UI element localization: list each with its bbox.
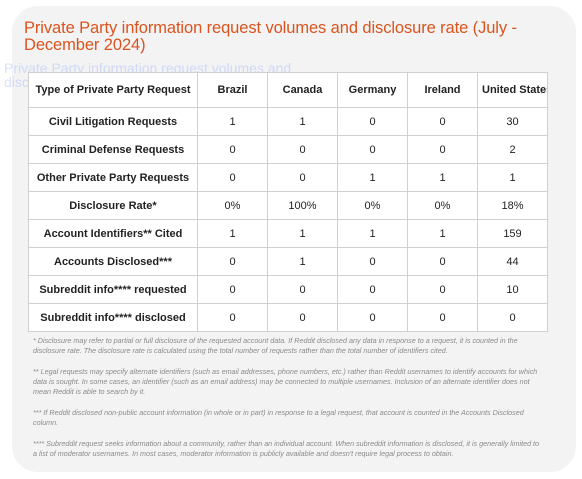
table-cell: 1 bbox=[267, 247, 338, 276]
table-cell: 0 bbox=[267, 163, 338, 192]
table-cell: 0 bbox=[337, 107, 408, 136]
table-cell: 1 bbox=[407, 219, 478, 248]
table-cell: 159 bbox=[477, 219, 548, 248]
table-cell: 1 bbox=[337, 219, 408, 248]
footnote-subreddit: **** Subreddit request seeks information… bbox=[33, 439, 540, 458]
page-title: Private Party information request volume… bbox=[24, 19, 517, 54]
table-cell: 0 bbox=[477, 303, 548, 332]
table-row: Accounts Disclosed*** 0 1 0 0 44 bbox=[28, 247, 548, 276]
table-cell: 0 bbox=[407, 135, 478, 164]
table-cell: 0% bbox=[337, 191, 408, 220]
row-label: Civil Litigation Requests bbox=[28, 107, 198, 136]
column-header-request-type: Type of Private Party Request bbox=[28, 72, 198, 108]
row-label: Disclosure Rate* bbox=[28, 191, 198, 220]
row-label: Account Identifiers** Cited bbox=[28, 219, 198, 248]
table-cell: 0 bbox=[337, 275, 408, 304]
column-header-germany: Germany bbox=[337, 72, 408, 108]
column-header-brazil: Brazil bbox=[197, 72, 268, 108]
table-cell: 0% bbox=[197, 191, 268, 220]
table-cell: 0 bbox=[407, 247, 478, 276]
table-cell: 18% bbox=[477, 191, 548, 220]
footnote-accounts-disclosed: *** If Reddit disclosed non-public accou… bbox=[33, 408, 524, 427]
table-cell: 1 bbox=[407, 163, 478, 192]
table-cell: 100% bbox=[267, 191, 338, 220]
table-cell: 0 bbox=[337, 135, 408, 164]
table-row: Account Identifiers** Cited 1 1 1 1 159 bbox=[28, 219, 548, 248]
table-cell: 0 bbox=[197, 303, 268, 332]
table-cell: 0 bbox=[407, 303, 478, 332]
table-cell: 0 bbox=[337, 303, 408, 332]
row-label: Subreddit info**** requested bbox=[28, 275, 198, 304]
table-cell: 10 bbox=[477, 275, 548, 304]
row-label: Subreddit info**** disclosed bbox=[28, 303, 198, 332]
table-cell: 0 bbox=[197, 247, 268, 276]
table-row: Disclosure Rate* 0% 100% 0% 0% 18% bbox=[28, 191, 548, 220]
footnote-identifiers: ** Legal requests may specify alternate … bbox=[33, 367, 538, 396]
table-row: Other Private Party Requests 0 0 1 1 1 bbox=[28, 163, 548, 192]
footnote-disclosure-rate: * Disclosure may refer to partial or ful… bbox=[33, 336, 518, 355]
table-cell: 1 bbox=[477, 163, 548, 192]
table-cell: 0 bbox=[197, 275, 268, 304]
table-cell: 0 bbox=[337, 247, 408, 276]
table-cell: 1 bbox=[267, 107, 338, 136]
column-header-ireland: Ireland bbox=[407, 72, 478, 108]
table-header-row: Type of Private Party Request Brazil Can… bbox=[28, 72, 548, 108]
table-cell: 1 bbox=[197, 219, 268, 248]
table-cell: 0% bbox=[407, 191, 478, 220]
table-cell: 1 bbox=[337, 163, 408, 192]
table-row: Subreddit info**** disclosed 0 0 0 0 0 bbox=[28, 303, 548, 332]
table-row: Civil Litigation Requests 1 1 0 0 30 bbox=[28, 107, 548, 136]
requests-table: Type of Private Party Request Brazil Can… bbox=[28, 72, 548, 332]
table-cell: 1 bbox=[267, 219, 338, 248]
column-header-united-states: United States bbox=[477, 72, 548, 108]
table-row: Criminal Defense Requests 0 0 0 0 2 bbox=[28, 135, 548, 164]
table-cell: 2 bbox=[477, 135, 548, 164]
table-cell: 30 bbox=[477, 107, 548, 136]
table-cell: 0 bbox=[267, 135, 338, 164]
table-cell: 0 bbox=[197, 163, 268, 192]
table-cell: 0 bbox=[407, 275, 478, 304]
table-cell: 0 bbox=[197, 135, 268, 164]
row-label: Accounts Disclosed*** bbox=[28, 247, 198, 276]
row-label: Criminal Defense Requests bbox=[28, 135, 198, 164]
footnotes: * Disclosure may refer to partial or ful… bbox=[33, 336, 543, 470]
table-cell: 0 bbox=[267, 303, 338, 332]
table-cell: 1 bbox=[197, 107, 268, 136]
row-label: Other Private Party Requests bbox=[28, 163, 198, 192]
table-cell: 0 bbox=[267, 275, 338, 304]
table-cell: 0 bbox=[407, 107, 478, 136]
table-row: Subreddit info**** requested 0 0 0 0 10 bbox=[28, 275, 548, 304]
table-cell: 44 bbox=[477, 247, 548, 276]
column-header-canada: Canada bbox=[267, 72, 338, 108]
